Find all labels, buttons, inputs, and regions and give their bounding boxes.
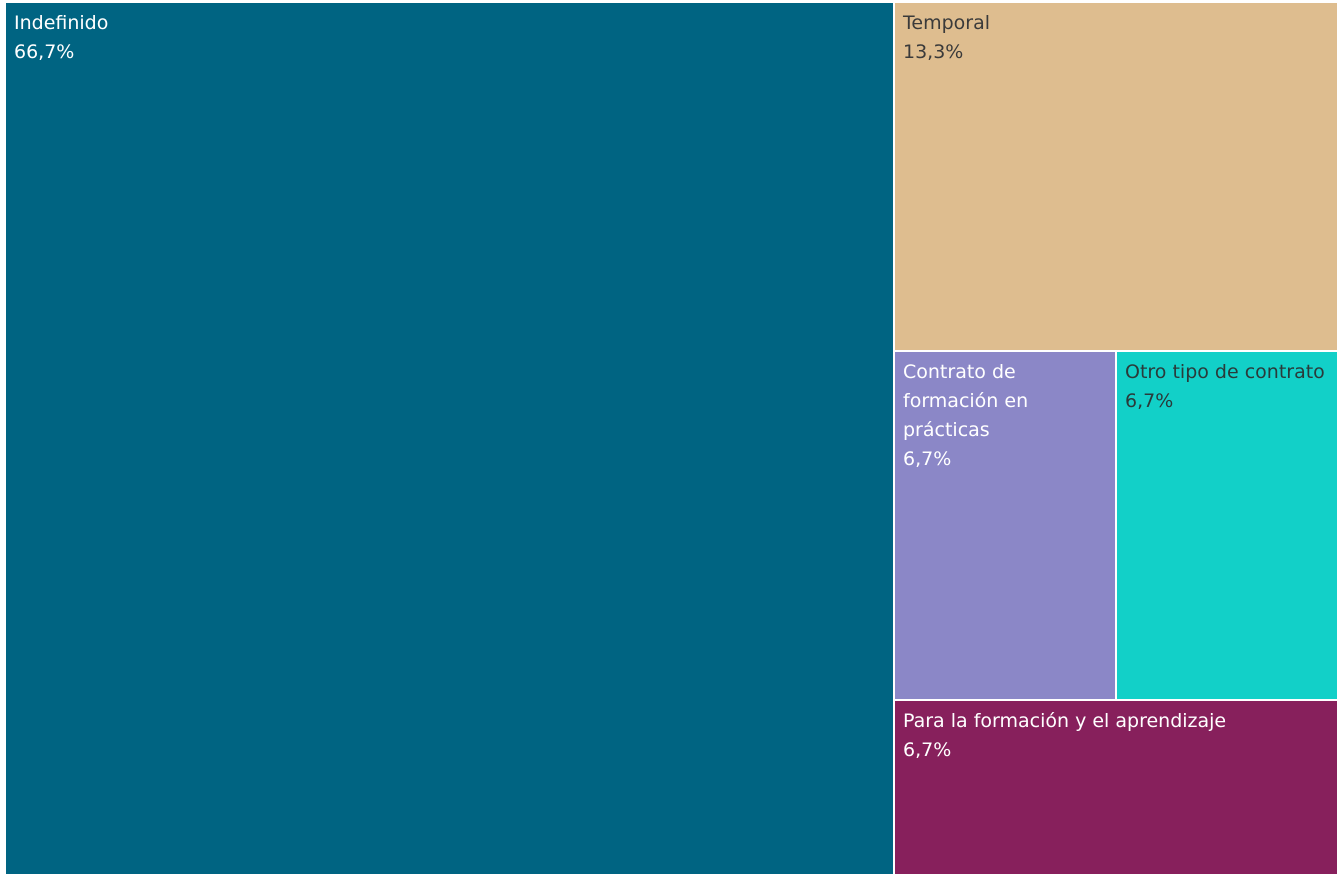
tile-temporal: Temporal 13,3% bbox=[895, 3, 1337, 350]
tile-contrato-formacion-practicas: Contrato de formación en prácticas 6,7% bbox=[895, 352, 1115, 699]
tile-value: 6,7% bbox=[1125, 390, 1174, 412]
tile-value: 66,7% bbox=[14, 41, 75, 63]
tile-label: Otro tipo de contrato bbox=[1125, 361, 1325, 383]
tile-value: 6,7% bbox=[903, 448, 952, 470]
tile-indefinido: Indefinido 66,7% bbox=[6, 3, 893, 874]
tile-label: Para la formación y el aprendizaje bbox=[903, 710, 1227, 732]
tile-label: Temporal bbox=[903, 12, 990, 34]
tile-value: 6,7% bbox=[903, 739, 952, 761]
tile-label: Contrato de formación en prácticas bbox=[903, 361, 1029, 441]
tile-otro-tipo-contrato: Otro tipo de contrato 6,7% bbox=[1117, 352, 1337, 699]
tile-formacion-aprendizaje: Para la formación y el aprendizaje 6,7% bbox=[895, 701, 1337, 874]
tile-value: 13,3% bbox=[903, 41, 964, 63]
tile-label: Indefinido bbox=[14, 12, 109, 34]
